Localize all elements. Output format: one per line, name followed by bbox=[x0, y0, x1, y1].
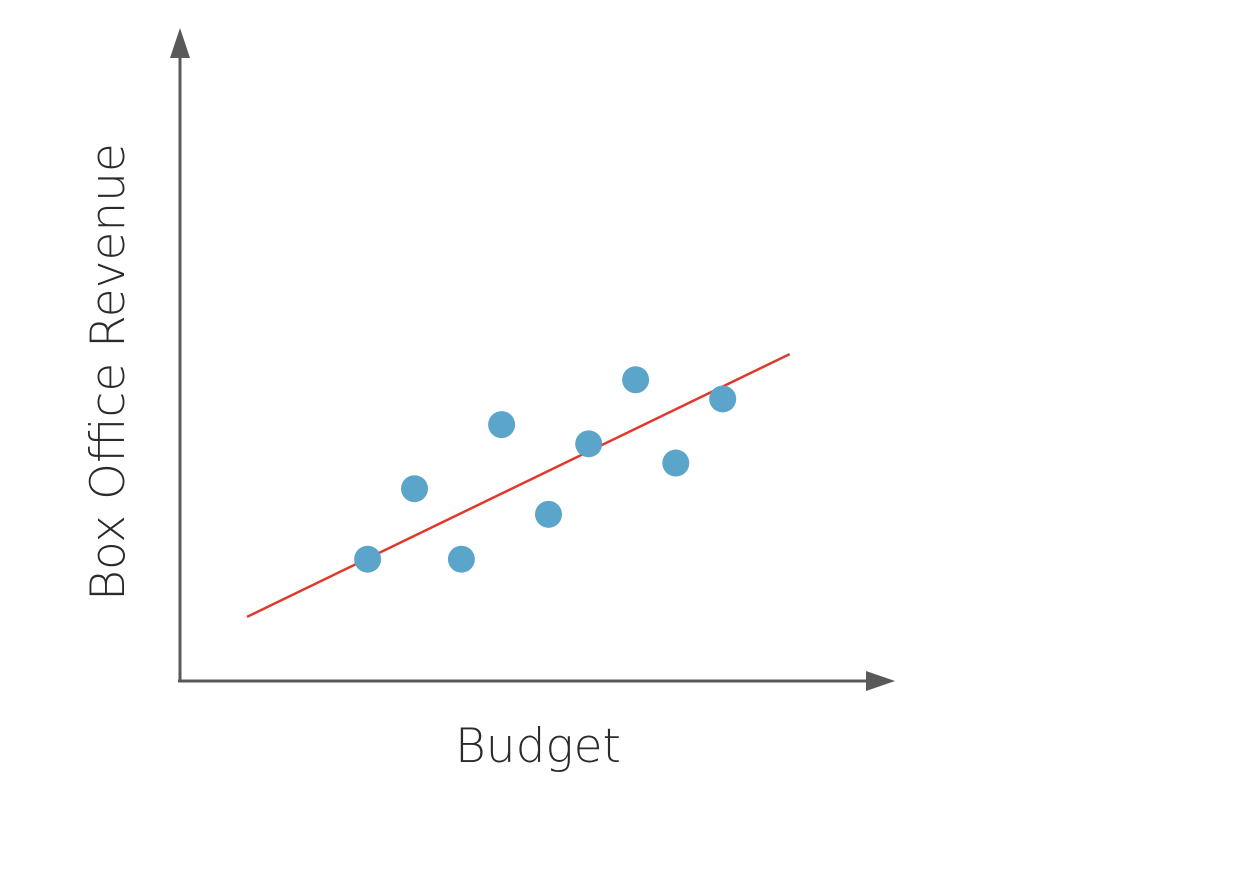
data-point bbox=[662, 449, 690, 477]
data-point bbox=[535, 500, 562, 528]
trend-line bbox=[246, 352, 791, 619]
data-point bbox=[447, 545, 475, 573]
data-point bbox=[709, 385, 737, 413]
axes bbox=[170, 28, 895, 691]
x-axis-label: Budget bbox=[455, 719, 621, 774]
y-axis-label: Box Office Revenue bbox=[81, 143, 136, 601]
data-points bbox=[354, 366, 737, 573]
data-point bbox=[575, 430, 603, 458]
data-point bbox=[401, 475, 428, 503]
data-point bbox=[354, 545, 382, 573]
x-axis-arrow-icon bbox=[866, 671, 895, 691]
y-axis-arrow-icon bbox=[170, 28, 190, 58]
data-point bbox=[622, 366, 650, 394]
data-point bbox=[488, 411, 516, 439]
